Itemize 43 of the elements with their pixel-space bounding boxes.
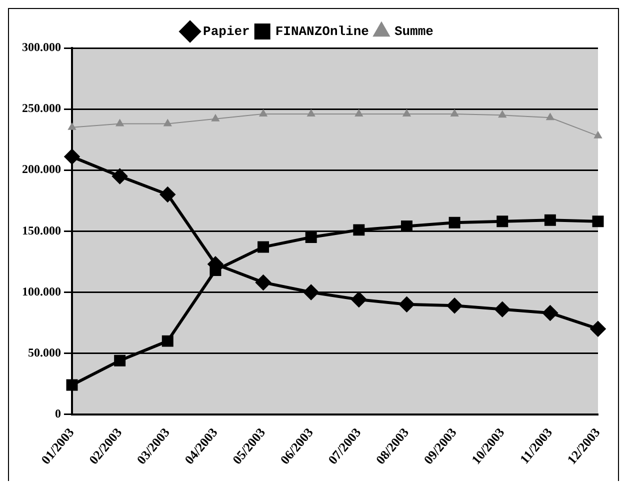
y-tick-label: 200.000	[22, 162, 61, 176]
point	[594, 131, 602, 138]
point	[402, 109, 411, 116]
point	[544, 214, 556, 226]
point	[496, 216, 508, 228]
point	[68, 122, 76, 130]
point	[160, 187, 176, 202]
point	[494, 302, 510, 317]
point	[64, 149, 80, 164]
point	[590, 321, 606, 336]
y-tick-label: 0	[55, 406, 61, 420]
point	[116, 119, 124, 126]
point	[546, 113, 554, 120]
point	[307, 109, 316, 116]
point	[399, 296, 414, 312]
point	[304, 284, 319, 300]
point	[114, 354, 126, 366]
point	[542, 305, 558, 320]
point	[447, 298, 462, 314]
point	[592, 216, 604, 228]
point	[354, 109, 363, 116]
y-tick-label: 250.000	[22, 101, 61, 116]
point	[353, 224, 365, 236]
legend-label: FINANZOnline	[275, 24, 370, 39]
point	[351, 292, 366, 308]
point	[164, 119, 172, 126]
point	[112, 168, 128, 184]
point	[162, 335, 174, 347]
point	[258, 241, 270, 253]
legend-label: Papier	[203, 24, 250, 39]
y-tick-label: 100.000	[22, 284, 61, 298]
point	[66, 379, 78, 391]
y-tick-label: 50.000	[28, 345, 61, 360]
legend-label: Summe	[394, 24, 434, 39]
y-tick-label: 300.000	[22, 40, 61, 54]
point	[256, 274, 271, 290]
point	[448, 216, 460, 228]
point	[450, 109, 459, 116]
point	[259, 109, 268, 116]
y-tick-label: 150.000	[22, 223, 61, 238]
point	[211, 114, 220, 122]
point	[305, 232, 317, 244]
point	[498, 110, 506, 118]
